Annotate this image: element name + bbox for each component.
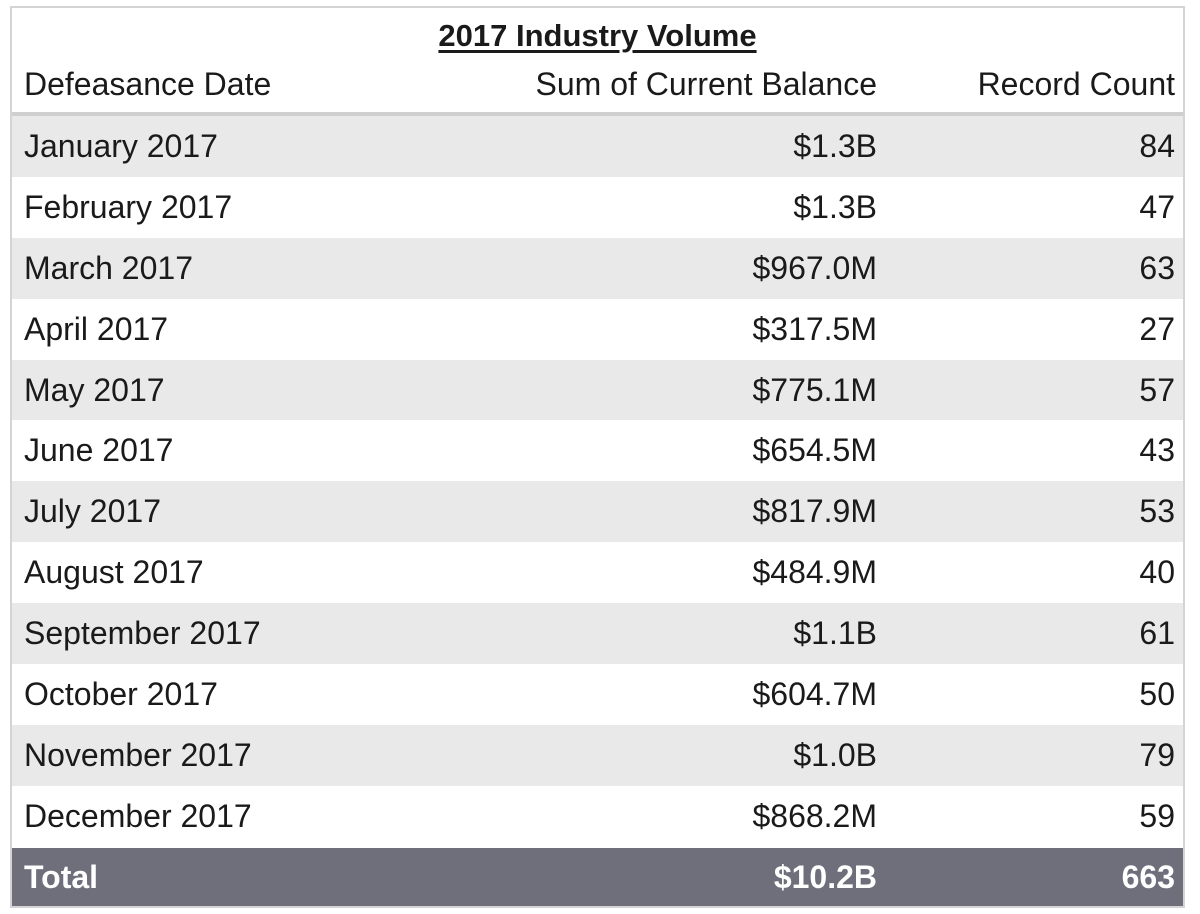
total-count: 663 — [1121, 859, 1175, 895]
cell-count: 40 — [1139, 554, 1175, 591]
cell-count: 47 — [1139, 188, 1175, 225]
cell-date: February 2017 — [24, 188, 233, 225]
cell-balance: $868.2M — [752, 797, 877, 834]
cell-date: December 2017 — [24, 797, 252, 834]
industry-volume-table: 2017 Industry Volume Defeasance Date Sum… — [10, 6, 1185, 908]
table-row: September 2017 $1.1B 61 — [12, 603, 1183, 665]
table-row: December 2017 $868.2M 59 — [12, 785, 1183, 847]
table-title: 2017 Industry Volume — [12, 18, 1183, 54]
cell-date: November 2017 — [24, 736, 252, 773]
cell-balance: $817.9M — [752, 493, 877, 530]
table-row: January 2017 $1.3B 84 — [12, 116, 1183, 177]
table-body: January 2017 $1.3B 84 February 2017 $1.3B 47 M… — [12, 116, 1183, 847]
column-header-count: Record Count — [977, 66, 1175, 102]
cell-balance: $967.0M — [752, 249, 877, 286]
table-header-row: Defeasance Date Sum of Current Balance R… — [12, 66, 1183, 112]
cell-count: 27 — [1139, 310, 1175, 347]
table-row: April 2017 $317.5M 27 — [12, 298, 1183, 360]
cell-date: January 2017 — [24, 128, 218, 164]
table-row: March 2017 $967.0M 63 — [12, 237, 1183, 299]
table-row: May 2017 $775.1M 57 — [12, 359, 1183, 421]
cell-count: 61 — [1139, 615, 1175, 652]
table-row: August 2017 $484.9M 40 — [12, 542, 1183, 604]
cell-balance: $317.5M — [752, 310, 877, 347]
table-row: November 2017 $1.0B 79 — [12, 724, 1183, 786]
cell-date: September 2017 — [24, 615, 261, 652]
cell-count: 84 — [1139, 128, 1175, 164]
table-row: July 2017 $817.9M 53 — [12, 481, 1183, 543]
cell-balance: $484.9M — [752, 554, 877, 591]
table-row: October 2017 $604.7M 50 — [12, 664, 1183, 725]
header-divider — [12, 112, 1183, 116]
total-label: Total — [24, 859, 99, 895]
cell-balance: $1.1B — [793, 615, 877, 652]
cell-count: 59 — [1139, 797, 1175, 834]
cell-date: April 2017 — [24, 310, 169, 347]
cell-count: 53 — [1139, 493, 1175, 530]
cell-date: July 2017 — [24, 493, 161, 530]
table-title-text: 2017 Industry Volume — [438, 18, 757, 53]
column-header-date: Defeasance Date — [24, 66, 272, 102]
table-row: February 2017 $1.3B 47 — [12, 176, 1183, 238]
cell-balance: $1.3B — [793, 188, 877, 225]
cell-count: 57 — [1139, 371, 1175, 408]
cell-balance: $1.3B — [793, 128, 877, 164]
cell-count: 50 — [1139, 676, 1175, 713]
cell-date: June 2017 — [24, 432, 174, 469]
cell-balance: $1.0B — [793, 736, 877, 773]
cell-balance: $775.1M — [752, 371, 877, 408]
cell-balance: $654.5M — [752, 432, 877, 469]
cell-balance: $604.7M — [752, 676, 877, 713]
cell-date: May 2017 — [24, 371, 165, 408]
column-header-balance: Sum of Current Balance — [535, 66, 878, 102]
total-row: Total $10.2B 663 — [12, 848, 1183, 906]
cell-date: October 2017 — [24, 676, 218, 713]
cell-count: 63 — [1139, 249, 1175, 286]
cell-date: March 2017 — [24, 249, 193, 286]
total-balance: $10.2B — [773, 859, 877, 895]
cell-count: 79 — [1139, 736, 1175, 773]
cell-date: August 2017 — [24, 554, 204, 591]
table-row: June 2017 $654.5M 43 — [12, 420, 1183, 482]
cell-count: 43 — [1139, 432, 1175, 469]
